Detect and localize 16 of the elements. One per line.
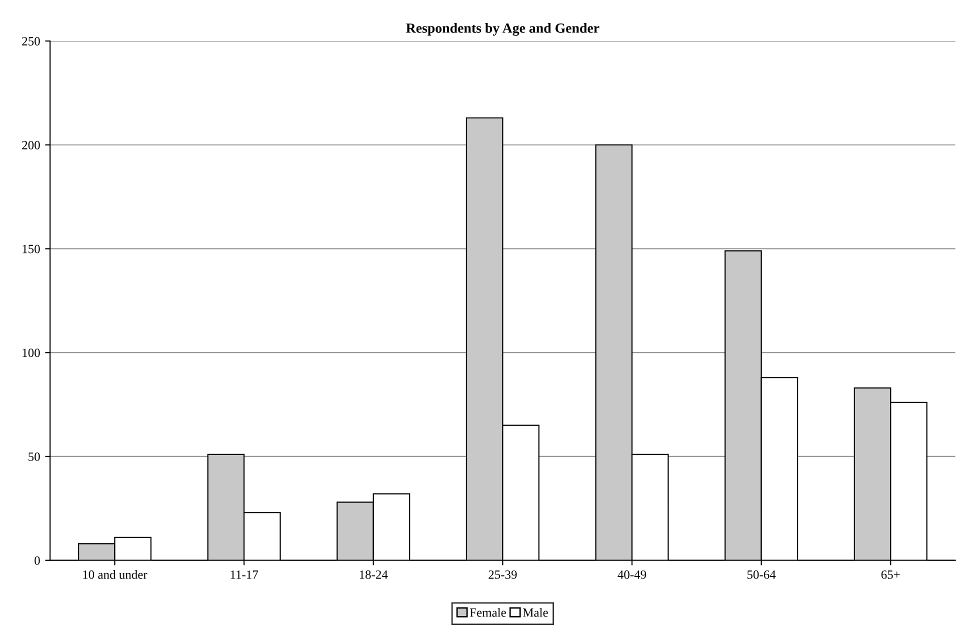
x-tick-label: 18-24: [360, 570, 388, 579]
x-tick-label: 25-39: [488, 570, 517, 579]
x-tick-label: 65+: [881, 570, 900, 579]
x-tick-label: 10 and under: [83, 570, 148, 579]
legend-label: Male: [522, 608, 548, 617]
y-tick-label: 0: [34, 556, 40, 565]
x-tick-label: 11-17: [230, 570, 258, 579]
chart-title: Respondents by Age and Gender: [406, 23, 600, 36]
x-tick-label: 50-64: [747, 570, 776, 579]
y-tick-label: 50: [28, 452, 40, 461]
y-tick-label: 150: [22, 244, 40, 254]
y-tick-label: 100: [22, 348, 40, 358]
y-tick-label: 250: [22, 37, 40, 46]
y-tick-label: 200: [22, 140, 40, 150]
legend-label: Female: [470, 608, 506, 617]
x-tick-label: 40-49: [618, 570, 646, 579]
